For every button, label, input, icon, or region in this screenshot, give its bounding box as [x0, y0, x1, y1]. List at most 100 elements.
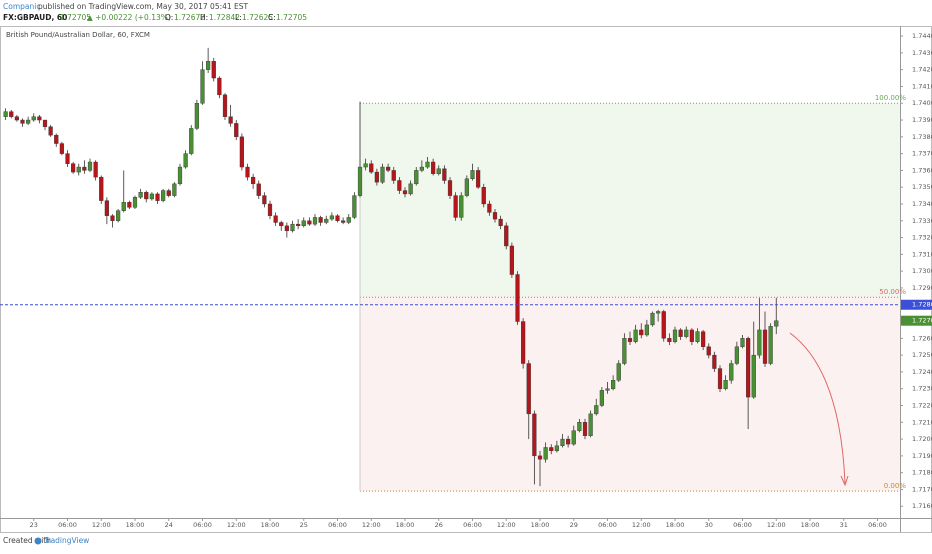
- candle-body: [661, 311, 666, 339]
- candle-body: [341, 220, 346, 223]
- candle-body: [476, 170, 481, 188]
- brand-icon: [34, 537, 42, 545]
- candle-body: [594, 405, 599, 415]
- fib-band: [360, 297, 900, 492]
- candle-body: [509, 245, 514, 275]
- candles: [3, 47, 779, 487]
- candle-body: [59, 143, 64, 154]
- y-tick-label: 1.71700: [912, 485, 932, 493]
- candle-body: [751, 354, 756, 398]
- candle-body: [695, 331, 700, 342]
- x-tick-label: 12:00: [497, 521, 516, 529]
- candle-body: [442, 168, 447, 181]
- l-label: L:: [235, 13, 242, 22]
- x-tick-label: 06:00: [328, 521, 347, 529]
- candle-body: [318, 217, 323, 223]
- candle-body: [99, 176, 104, 201]
- candle-body: [543, 447, 548, 460]
- x-tick-label: 25: [300, 521, 308, 529]
- change: ▲ +0.00222 (+0.13%): [87, 13, 171, 22]
- y-tick-label: 1.74100: [912, 82, 932, 90]
- candle-body: [599, 390, 604, 406]
- candle-body: [76, 166, 81, 173]
- candle-body: [746, 338, 751, 398]
- candle-body: [256, 183, 261, 196]
- x-tick-label: 06:00: [193, 521, 212, 529]
- candle-body: [611, 380, 616, 389]
- candle-body: [239, 136, 244, 168]
- l: 1.72625: [242, 13, 273, 22]
- candle-body: [234, 123, 239, 138]
- h-label: H:: [200, 13, 208, 22]
- candle-body: [93, 161, 98, 178]
- last: 1.72705: [60, 13, 91, 22]
- candle-body: [762, 329, 768, 364]
- candle-body: [515, 274, 520, 322]
- candle-body: [633, 329, 638, 342]
- y-tick-label: 1.72500: [912, 351, 932, 359]
- author[interactable]: Companic: [3, 2, 40, 11]
- candle-body: [386, 166, 391, 171]
- y-tick-label: 1.72900: [912, 284, 932, 292]
- candle-body: [352, 195, 357, 218]
- y-tick-label: 1.72400: [912, 368, 932, 376]
- candle-body: [554, 445, 559, 452]
- y-tick-label: 1.73200: [912, 234, 932, 242]
- candle-body: [425, 161, 430, 168]
- candle-body: [768, 326, 773, 364]
- candle-body: [408, 183, 413, 195]
- y-tick-label: 1.72100: [912, 418, 932, 426]
- last-price-label: 1.72705: [912, 317, 932, 325]
- candle-body: [3, 111, 8, 117]
- candle-body: [453, 195, 458, 218]
- candle-body: [521, 321, 526, 364]
- candle-body: [532, 413, 537, 457]
- x-tick-label: 06:00: [58, 521, 77, 529]
- candle-body: [582, 422, 588, 436]
- candle-body: [251, 176, 256, 185]
- candle-body: [397, 180, 402, 191]
- candle-body: [684, 329, 689, 337]
- x-tick-label: 06:00: [868, 521, 887, 529]
- candle-body: [71, 163, 76, 173]
- c: 1.72705: [276, 13, 307, 22]
- candle-body: [549, 447, 554, 452]
- candle-body: [217, 77, 222, 96]
- candle-body: [712, 354, 717, 369]
- candle-body: [144, 192, 149, 200]
- candle-body: [20, 119, 25, 124]
- candle-body: [155, 193, 160, 201]
- candle-body: [110, 215, 115, 221]
- candle-body: [560, 438, 565, 446]
- y-tick-label: 1.72200: [912, 401, 932, 409]
- candle-body: [498, 218, 503, 227]
- x-tick-label: 18:00: [801, 521, 820, 529]
- candle-body: [222, 94, 228, 117]
- symbol: FX:GBPAUD, 60: [3, 13, 67, 22]
- hline-label-box: [901, 299, 932, 310]
- legend-title: British Pound/Australian Dollar, 60, FXC…: [6, 31, 150, 39]
- o-label: O:: [165, 13, 173, 22]
- candle-body: [335, 215, 340, 221]
- footer-brand[interactable]: TradingView: [43, 536, 89, 545]
- y-tick-label: 1.73400: [912, 200, 932, 208]
- candle-body: [374, 171, 379, 183]
- candle-body: [566, 438, 571, 445]
- candle-body: [172, 183, 177, 196]
- y-tick-label: 1.71600: [912, 502, 932, 510]
- candle-body: [481, 187, 486, 205]
- y-tick-label: 1.71900: [912, 452, 932, 460]
- candle-body: [296, 223, 301, 227]
- candle-body: [464, 178, 469, 196]
- projection-arrow: [789, 332, 846, 484]
- fib-label: 100.00%: [875, 94, 906, 102]
- y-tick-label: 1.74000: [912, 99, 932, 107]
- published: published on TradingView.com, May 30, 20…: [38, 2, 249, 11]
- candle-body: [161, 190, 166, 201]
- y-tick-label: 1.74200: [912, 66, 932, 74]
- x-tick-label: 23: [30, 521, 38, 529]
- candle-body: [605, 388, 610, 391]
- candle-body: [26, 119, 31, 124]
- h: 1.72842: [209, 13, 240, 22]
